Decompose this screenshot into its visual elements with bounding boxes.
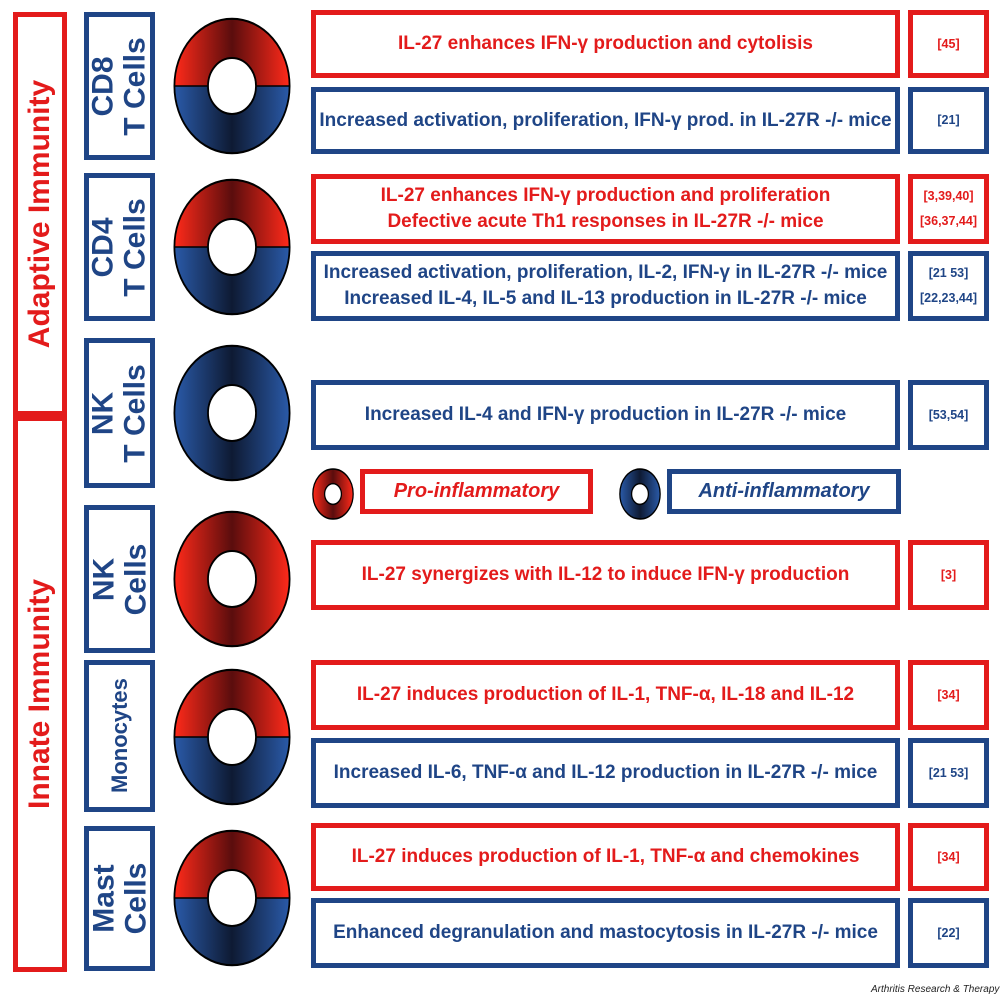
nk-pro-statement: IL-27 synergizes with IL-12 to induce IF…: [311, 540, 900, 610]
legend-anti-ring-icon: [619, 468, 661, 520]
cd8-anti-statement: Increased activation, proliferation, IFN…: [311, 87, 900, 154]
adaptive-immunity-bar: Adaptive Immunity: [13, 12, 67, 416]
ring-monocytes-split: [173, 668, 291, 806]
mast-pro-refs: [34]: [908, 823, 989, 891]
legend-pro-ring-icon: [312, 468, 354, 520]
mast-anti-refs: [22]: [908, 898, 989, 968]
cell-label-cd4: CD4 T Cells: [84, 173, 155, 321]
cell-label-cd8: CD8 T Cells: [84, 12, 155, 160]
legend-pro-inflammatory: Pro-inflammatory: [360, 469, 593, 514]
cd4-pro-refs: [3,39,40] [36,37,44]: [908, 174, 989, 244]
monocytes-anti-refs: [21 53]: [908, 738, 989, 808]
cell-label-nk: NK Cells: [84, 505, 155, 653]
innate-immunity-label: Innate Immunity: [23, 578, 56, 810]
nkt-anti-refs: [53,54]: [908, 380, 989, 450]
nk-pro-refs: [3]: [908, 540, 989, 610]
ring-mast-split: [173, 829, 291, 967]
cd4-pro-statement: IL-27 enhances IFN-γ production and prol…: [311, 174, 900, 244]
innate-immunity-bar: Innate Immunity: [13, 416, 67, 972]
monocytes-anti-statement: Increased IL-6, TNF-α and IL-12 producti…: [311, 738, 900, 808]
monocytes-pro-refs: [34]: [908, 660, 989, 730]
ring-cd4-split: [173, 178, 291, 316]
legend-anti-inflammatory: Anti-inflammatory: [667, 469, 901, 514]
cd4-anti-refs: [21 53] [22,23,44]: [908, 251, 989, 321]
cell-label-mast: Mast Cells: [84, 826, 155, 971]
adaptive-immunity-label: Adaptive Immunity: [23, 79, 56, 349]
monocytes-pro-statement: IL-27 induces production of IL-1, TNF-α,…: [311, 660, 900, 730]
ring-nk-pro: [173, 510, 291, 648]
cell-label-monocytes: Monocytes: [84, 660, 155, 812]
journal-credit: Arthritis Research & Therapy: [871, 984, 1000, 995]
cd8-pro-statement: IL-27 enhances IFN-γ production and cyto…: [311, 10, 900, 78]
mast-anti-statement: Enhanced degranulation and mastocytosis …: [311, 898, 900, 968]
cd8-anti-refs: [21]: [908, 87, 989, 154]
cd8-pro-refs: [45]: [908, 10, 989, 78]
ring-cd8-split: [173, 17, 291, 155]
mast-pro-statement: IL-27 induces production of IL-1, TNF-α …: [311, 823, 900, 891]
nkt-anti-statement: Increased IL-4 and IFN-γ production in I…: [311, 380, 900, 450]
cd4-anti-statement: Increased activation, proliferation, IL-…: [311, 251, 900, 321]
ring-nkt-anti: [173, 344, 291, 482]
cell-label-nkt: NK T Cells: [84, 338, 155, 488]
